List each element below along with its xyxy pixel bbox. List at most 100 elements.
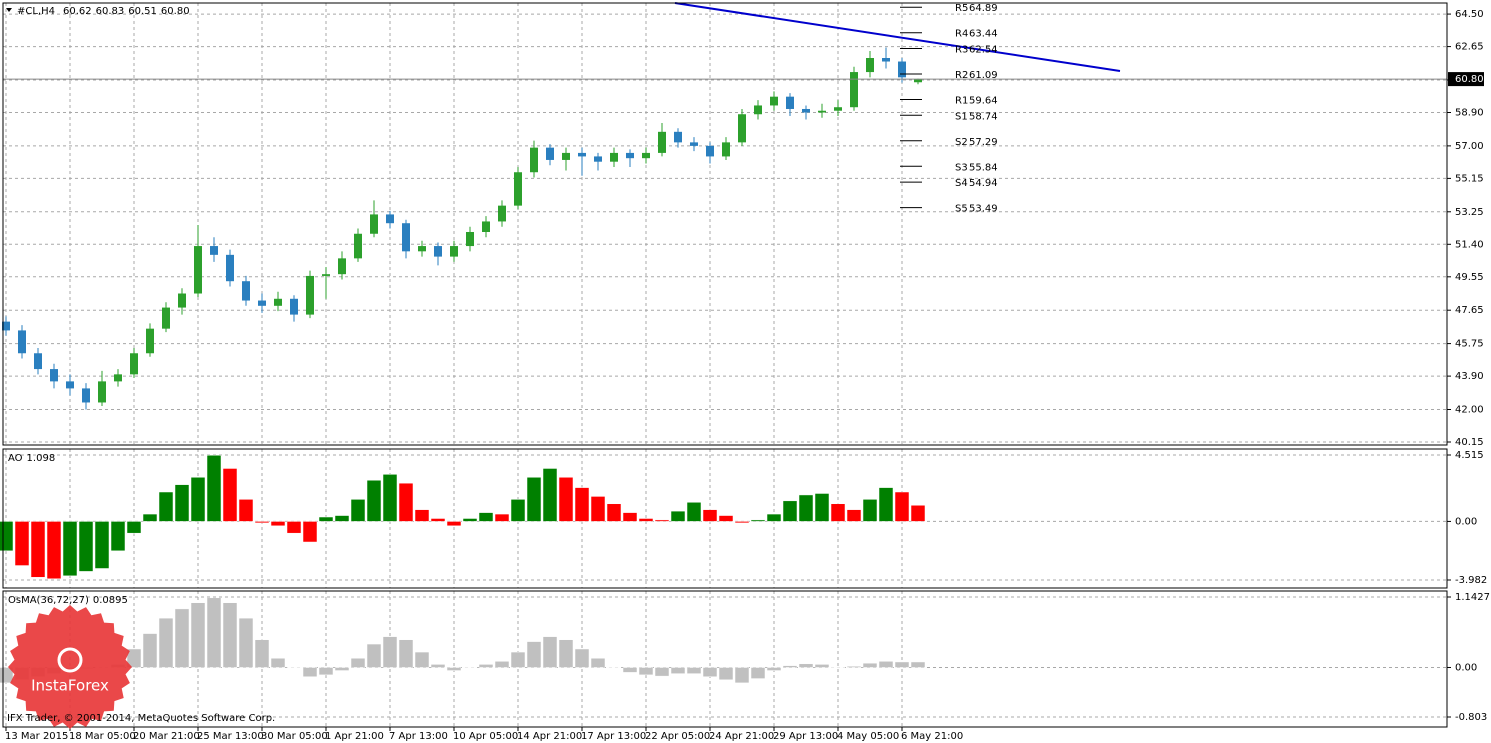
chart-header: #CL,H4 60.62 60.83 60.51 60.80	[17, 6, 190, 17]
logo: InstaForex	[8, 605, 132, 729]
histogram-bar	[558, 639, 574, 668]
candle-body	[98, 381, 106, 403]
histogram-bar	[46, 521, 62, 580]
footer: IFX Trader, © 2001-2014, MetaQuotes Soft…	[7, 713, 275, 724]
candle-body	[290, 298, 298, 315]
histogram-bar	[142, 513, 158, 522]
candle-body	[754, 105, 762, 115]
histogram-bar	[494, 513, 510, 522]
x-tick-label: 24 Apr 21:00	[709, 731, 774, 742]
histogram-bar	[574, 487, 590, 522]
candle-body	[642, 152, 650, 159]
histogram-bar	[638, 667, 654, 676]
histogram-bar	[478, 512, 494, 522]
y-tick-label: 4.515	[1455, 450, 1484, 461]
pivot-value: 54.94	[969, 178, 998, 189]
histogram-bar	[158, 617, 174, 668]
ohlc-open: 60.62	[63, 6, 92, 17]
logo-badge	[8, 605, 132, 729]
histogram-bar	[798, 494, 814, 522]
histogram-bar	[910, 505, 926, 522]
histogram-bar	[510, 499, 526, 522]
price-panel	[2, 2, 1448, 446]
candle-body	[562, 152, 570, 160]
histogram-bar	[846, 509, 862, 522]
candle-body	[722, 142, 730, 157]
histogram-bar	[254, 639, 270, 668]
candle-body	[802, 108, 810, 113]
histogram-bar	[174, 484, 190, 522]
candle-body	[466, 231, 474, 247]
histogram-bar	[734, 667, 750, 684]
y-tick-label: 1.1427	[1455, 592, 1490, 603]
histogram-bar	[686, 502, 702, 522]
x-tick-label: 4 May 05:00	[837, 731, 899, 742]
y-tick-label: 62.65	[1455, 42, 1484, 53]
histogram-bar	[878, 487, 894, 522]
candle-body	[498, 205, 506, 222]
histogram-bar	[462, 667, 478, 669]
histogram-bar	[334, 515, 350, 522]
candle-body	[50, 369, 58, 382]
histogram-bar	[462, 518, 478, 522]
histogram-bar	[14, 521, 30, 566]
candle-body	[738, 114, 746, 143]
histogram-bar	[190, 477, 206, 522]
candle-body	[818, 110, 826, 113]
y-tick-label: 0.00	[1455, 516, 1477, 527]
histogram-bar	[702, 509, 718, 522]
histogram-bar	[670, 510, 686, 522]
histogram-bar	[286, 667, 302, 669]
x-tick-label: 18 Mar 05:00	[69, 731, 136, 742]
candle-body	[2, 321, 10, 331]
candle-body	[882, 58, 890, 62]
pivot-name: S4	[955, 178, 968, 189]
histogram-bar	[590, 657, 606, 668]
histogram-bar	[302, 667, 318, 677]
histogram-bar	[142, 633, 158, 668]
candle-body	[178, 293, 186, 308]
candle-body	[194, 246, 202, 294]
histogram-bar	[174, 608, 190, 668]
histogram-bar	[766, 667, 782, 671]
ohlc-low: 60.51	[128, 6, 157, 17]
histogram-bar	[766, 513, 782, 522]
histogram-bar	[606, 667, 622, 669]
histogram-bar	[862, 499, 878, 522]
pivot-name: R3	[955, 45, 968, 56]
pivot-name: S3	[955, 162, 968, 173]
histogram-bar	[686, 667, 702, 674]
x-tick-label: 22 Apr 05:00	[645, 731, 710, 742]
candle-body	[130, 353, 138, 375]
candle-body	[594, 156, 602, 162]
histogram-bar	[318, 516, 334, 522]
histogram-bar	[382, 636, 398, 668]
candle-body	[82, 388, 90, 403]
candle-body	[274, 298, 282, 306]
pivot-name: R1	[955, 95, 968, 106]
panel-arrow	[6, 8, 12, 12]
y-tick-label: 42.00	[1455, 404, 1484, 415]
pivot-value: 64.89	[969, 3, 998, 14]
histogram-bar	[526, 641, 542, 668]
pivot-value: 55.84	[969, 162, 998, 173]
histogram-bar	[798, 663, 814, 668]
logo-icon	[57, 647, 83, 673]
histogram-bar	[238, 499, 254, 522]
y-tick-label: 58.90	[1455, 107, 1484, 118]
histogram-bar	[862, 662, 878, 668]
candle-body	[850, 72, 858, 108]
histogram-bar	[734, 521, 750, 524]
histogram-bar	[830, 667, 846, 669]
histogram-bar	[398, 639, 414, 668]
candle-body	[690, 142, 698, 146]
histogram-bar	[206, 454, 222, 522]
histogram-bar	[910, 661, 926, 668]
y-tick-label: 47.65	[1455, 305, 1484, 316]
candle-body	[610, 152, 618, 162]
ohlc-close: 60.80	[161, 6, 190, 17]
candle-body	[770, 96, 778, 106]
histogram-bar	[350, 499, 366, 522]
pivot-value: 62.54	[969, 45, 998, 56]
